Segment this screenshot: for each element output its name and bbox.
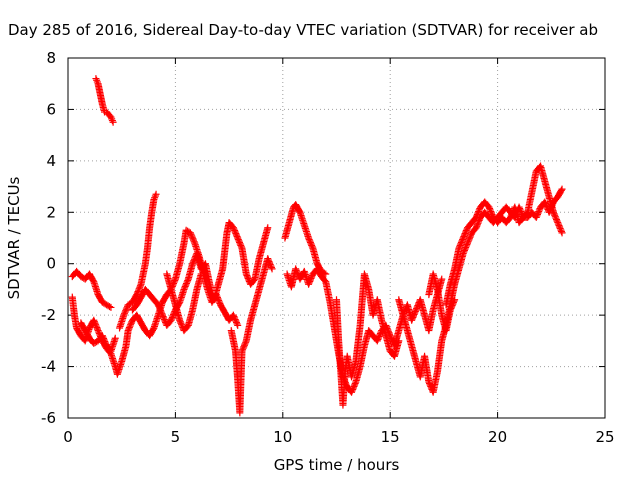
- y-tick-label: 0: [46, 255, 56, 273]
- y-tick-label: 2: [46, 203, 56, 221]
- x-tick-label: 15: [381, 428, 400, 446]
- y-tick-label: -4: [41, 358, 56, 376]
- chart-title: Day 285 of 2016, Sidereal Day-to-day VTE…: [8, 21, 598, 39]
- y-tick-label: 8: [46, 49, 56, 67]
- series-0-plus-markers: [92, 75, 117, 126]
- series-11-plus-markers: [395, 162, 566, 396]
- y-tick-label: -2: [41, 306, 56, 324]
- x-tick-label: 0: [63, 428, 73, 446]
- series-12-plus-markers: [442, 185, 566, 309]
- plot-frame: [67, 57, 606, 419]
- y-tick-label: 4: [46, 152, 56, 170]
- series-4-plus-markers: [77, 319, 119, 355]
- tick-labels: 0 5 10 15 20 25 -6 -4 -2 0 2 4 6 8: [41, 49, 615, 446]
- series-6-plus-markers: [163, 270, 205, 335]
- y-axis-label: SDTVAR / TECUs: [5, 176, 23, 299]
- series-8-plus-markers: [281, 201, 330, 278]
- series-1-plus-markers: [68, 267, 115, 311]
- series-13-plus-markers: [425, 270, 459, 335]
- series-10-plus-markers: [333, 270, 403, 409]
- series-7-plus-markers: [227, 255, 276, 417]
- y-tick-label: -6: [41, 409, 56, 427]
- x-tick-label: 25: [595, 428, 614, 446]
- x-axis-label: GPS time / hours: [274, 456, 400, 474]
- data-points: [68, 75, 566, 417]
- x-tick-label: 10: [273, 428, 292, 446]
- x-tick-label: 20: [488, 428, 507, 446]
- y-tick-label: 6: [46, 100, 56, 118]
- x-tick-label: 5: [171, 428, 181, 446]
- series-3-plus-markers: [116, 190, 160, 332]
